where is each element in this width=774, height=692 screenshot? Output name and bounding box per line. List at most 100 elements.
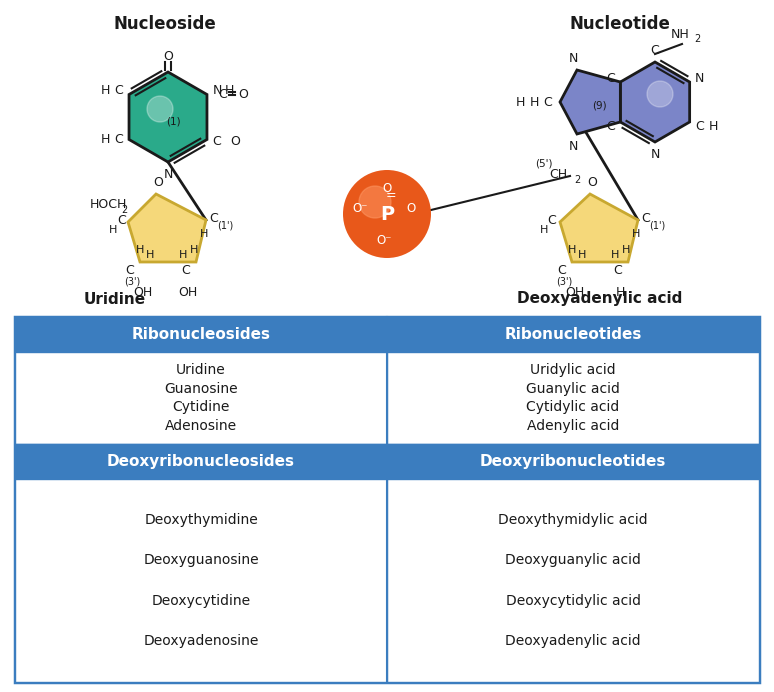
Polygon shape [129, 72, 207, 162]
Text: 2: 2 [694, 34, 700, 44]
FancyBboxPatch shape [387, 444, 759, 479]
Text: Guanylic acid: Guanylic acid [526, 382, 620, 396]
Text: =: = [385, 190, 396, 203]
Circle shape [647, 81, 673, 107]
Text: H: H [515, 95, 525, 109]
Text: H: H [568, 245, 576, 255]
Text: Deoxycytidylic acid: Deoxycytidylic acid [505, 594, 641, 608]
Text: Cytidine: Cytidine [173, 400, 230, 415]
Text: C: C [182, 264, 190, 277]
Text: C: C [651, 44, 659, 57]
Text: C: C [606, 71, 615, 84]
Text: Nucleoside: Nucleoside [114, 15, 217, 33]
Text: P: P [380, 205, 394, 224]
Text: CH: CH [549, 167, 567, 181]
Text: (1'): (1') [217, 220, 233, 230]
FancyBboxPatch shape [387, 479, 759, 682]
Text: H: H [200, 229, 208, 239]
Text: C: C [115, 84, 123, 97]
Text: H: H [109, 225, 117, 235]
FancyBboxPatch shape [15, 317, 759, 682]
Text: OH: OH [133, 286, 152, 298]
Text: NH: NH [670, 28, 690, 41]
Text: O: O [153, 176, 163, 188]
Text: O: O [163, 50, 173, 62]
Text: Adenosine: Adenosine [165, 419, 237, 432]
Text: Uridine: Uridine [176, 363, 226, 377]
Text: H: H [529, 95, 539, 109]
FancyBboxPatch shape [15, 444, 387, 479]
Text: C: C [614, 264, 622, 277]
Polygon shape [620, 62, 690, 142]
Text: Deoxyribonucleosides: Deoxyribonucleosides [107, 454, 295, 469]
Text: C: C [118, 214, 126, 226]
Text: H: H [611, 250, 619, 260]
Text: H: H [101, 133, 110, 146]
Text: C: C [213, 135, 221, 148]
Text: OH: OH [565, 286, 584, 298]
FancyBboxPatch shape [15, 352, 387, 444]
Text: H: H [135, 245, 144, 255]
Text: H: H [615, 286, 625, 298]
Text: H: H [224, 84, 234, 97]
Circle shape [147, 96, 173, 122]
Text: O: O [406, 201, 416, 215]
Text: Adenylic acid: Adenylic acid [527, 419, 619, 432]
Text: Deoxyguanosine: Deoxyguanosine [143, 553, 259, 567]
Text: H: H [539, 225, 548, 235]
Text: (3'): (3') [556, 277, 572, 287]
Text: H: H [190, 245, 198, 255]
Text: Deoxyadenylic acid: Deoxyadenylic acid [517, 291, 683, 307]
Text: Nucleotide: Nucleotide [570, 15, 670, 33]
Text: (3'): (3') [124, 277, 140, 287]
Text: H: H [632, 229, 640, 239]
Text: Deoxythymidine: Deoxythymidine [144, 513, 258, 527]
Text: C: C [125, 264, 135, 277]
Text: Cytidylic acid: Cytidylic acid [526, 400, 620, 415]
Text: Uridine: Uridine [84, 291, 146, 307]
Circle shape [359, 186, 391, 218]
Text: H: H [101, 84, 110, 97]
Text: N: N [212, 84, 221, 97]
FancyBboxPatch shape [15, 479, 387, 682]
Text: (1): (1) [166, 117, 180, 127]
Circle shape [343, 170, 431, 258]
FancyBboxPatch shape [387, 352, 759, 444]
Text: Deoxycytidine: Deoxycytidine [152, 594, 251, 608]
Text: N: N [163, 167, 173, 181]
Text: Guanosine: Guanosine [164, 382, 238, 396]
Text: O⁻: O⁻ [352, 201, 368, 215]
Polygon shape [560, 194, 638, 262]
Text: N: N [695, 71, 704, 84]
Text: OH: OH [178, 286, 197, 298]
Text: N: N [568, 51, 577, 64]
Text: O: O [587, 176, 597, 188]
Text: HOCH: HOCH [90, 197, 128, 210]
Text: C: C [642, 212, 650, 224]
Text: C: C [606, 120, 615, 132]
Polygon shape [128, 194, 206, 262]
Text: (1'): (1') [649, 220, 665, 230]
Text: C: C [695, 120, 704, 132]
Text: O: O [230, 135, 240, 148]
Text: Deoxyadenylic acid: Deoxyadenylic acid [505, 635, 641, 648]
Text: H: H [709, 120, 718, 132]
Text: 2: 2 [121, 205, 127, 215]
Text: Deoxyadenosine: Deoxyadenosine [143, 635, 259, 648]
Text: H: H [578, 250, 586, 260]
Text: H: H [146, 250, 154, 260]
Text: Ribonucleosides: Ribonucleosides [132, 327, 270, 342]
Text: 2: 2 [574, 175, 580, 185]
Text: (5'): (5') [536, 159, 553, 169]
FancyBboxPatch shape [387, 317, 759, 352]
Text: Deoxyribonucleotides: Deoxyribonucleotides [480, 454, 666, 469]
Text: O: O [238, 89, 248, 102]
Text: N: N [568, 140, 577, 152]
Text: O⁻: O⁻ [376, 233, 392, 246]
Text: Ribonucleotides: Ribonucleotides [505, 327, 642, 342]
Text: C: C [115, 133, 123, 146]
Text: Uridylic acid: Uridylic acid [530, 363, 616, 377]
Polygon shape [560, 70, 620, 134]
Text: C: C [210, 212, 218, 224]
Text: Deoxythymidylic acid: Deoxythymidylic acid [498, 513, 648, 527]
